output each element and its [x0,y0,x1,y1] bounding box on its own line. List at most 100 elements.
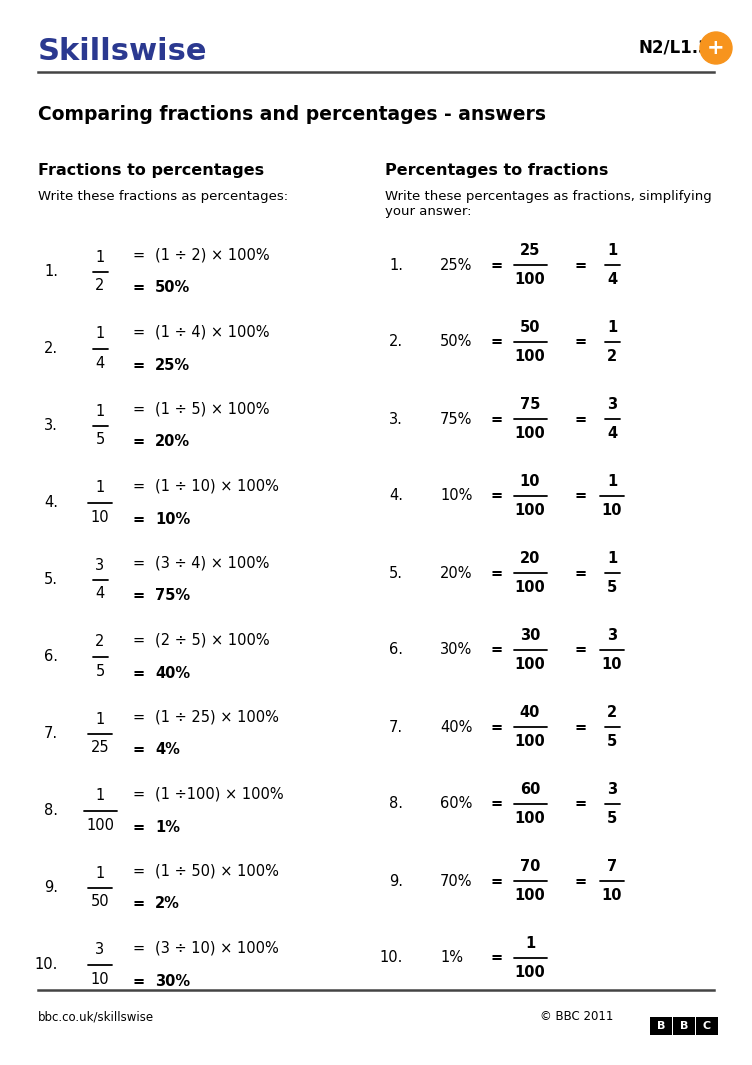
Text: 1: 1 [96,404,105,419]
Text: =: = [132,633,144,648]
Text: 4%: 4% [155,742,180,757]
Text: Write these percentages as fractions, simplifying
your answer:: Write these percentages as fractions, si… [385,190,711,218]
Text: 3: 3 [96,557,105,573]
Text: 10: 10 [602,503,622,518]
Text: 3: 3 [96,943,105,957]
Text: 70%: 70% [440,873,472,888]
Text: 20%: 20% [440,566,472,580]
Text: 50: 50 [520,320,540,335]
Text: Comparing fractions and percentages - answers: Comparing fractions and percentages - an… [38,105,546,124]
Text: 5: 5 [96,432,105,447]
FancyBboxPatch shape [650,1017,672,1035]
Text: C: C [703,1021,711,1031]
Text: 5: 5 [607,812,617,826]
Text: =: = [574,873,586,888]
Text: 10: 10 [520,474,540,489]
Text: 7.: 7. [44,726,58,741]
Text: =: = [132,358,144,373]
Text: 100: 100 [514,812,545,826]
Text: 20: 20 [520,551,540,566]
Text: 100: 100 [514,426,545,441]
Text: =: = [132,819,144,835]
Text: 4: 4 [96,587,105,602]
Text: 5: 5 [607,580,617,595]
Text: =: = [132,556,144,571]
Text: 8.: 8. [44,803,58,818]
Text: =: = [132,478,144,493]
Text: 30%: 30% [155,973,190,988]
Text: =: = [132,897,144,912]
Text: 60%: 60% [440,797,472,812]
Text: =: = [132,589,144,604]
FancyBboxPatch shape [673,1017,695,1035]
Text: 100: 100 [514,503,545,518]
Text: 7: 7 [607,859,617,874]
Text: 3: 3 [607,397,617,412]
Text: 20%: 20% [155,435,190,449]
Text: 1: 1 [96,788,105,803]
Text: 25: 25 [520,243,540,258]
Text: =: = [132,280,144,295]
Text: 30: 30 [520,628,540,643]
Text: =: = [490,873,502,888]
Text: =: = [574,642,586,657]
Text: =: = [574,411,586,426]
Text: N2/L1.3: N2/L1.3 [638,39,710,58]
Text: =: = [132,402,144,416]
Text: (3 ÷ 4) × 100%: (3 ÷ 4) × 100% [155,556,269,571]
Text: B: B [680,1021,688,1031]
Text: =: = [490,489,502,504]
Text: 9.: 9. [389,873,403,888]
Text: 100: 100 [514,580,545,595]
Text: 30%: 30% [440,642,472,657]
Text: 10: 10 [91,971,109,986]
Text: 100: 100 [514,349,545,364]
Text: =: = [574,566,586,580]
Text: Skillswise: Skillswise [38,37,208,66]
Text: =: = [490,334,502,349]
Text: 2.: 2. [44,341,58,356]
Text: =: = [132,325,144,340]
Text: 1.: 1. [389,258,403,273]
Text: 50%: 50% [155,280,190,295]
Text: 9.: 9. [44,880,58,895]
Text: 2: 2 [607,349,617,364]
Text: 1: 1 [525,936,535,951]
Text: =: = [574,258,586,273]
Text: 4.: 4. [389,489,403,504]
Text: +: + [707,38,725,58]
Text: 1: 1 [607,320,617,335]
Text: 1: 1 [96,711,105,726]
Text: 4: 4 [607,272,617,286]
Text: 7.: 7. [389,720,403,735]
Text: 5.: 5. [389,566,403,580]
Text: 25%: 25% [155,358,190,373]
Text: 1: 1 [607,474,617,489]
Text: Write these fractions as percentages:: Write these fractions as percentages: [38,190,288,203]
Text: =: = [490,720,502,735]
Text: =: = [490,642,502,657]
Text: 10.: 10. [35,957,58,972]
Text: 5: 5 [96,663,105,678]
Text: 3.: 3. [389,411,403,426]
Text: =: = [132,247,144,262]
Text: 75: 75 [520,397,540,412]
Text: © BBC 2011: © BBC 2011 [540,1010,614,1023]
Text: 1: 1 [96,480,105,495]
Text: (1 ÷ 5) × 100%: (1 ÷ 5) × 100% [155,402,269,416]
Text: 50: 50 [91,895,109,910]
Text: 40%: 40% [440,720,472,735]
Text: 2%: 2% [155,897,180,912]
Text: 100: 100 [514,888,545,903]
Text: 5.: 5. [44,572,58,587]
Text: 50%: 50% [440,334,472,349]
Text: Fractions to percentages: Fractions to percentages [38,163,264,178]
Circle shape [700,32,732,64]
Text: 100: 100 [514,734,545,749]
Text: Percentages to fractions: Percentages to fractions [385,163,608,178]
FancyBboxPatch shape [696,1017,718,1035]
Text: =: = [490,797,502,812]
Text: 10: 10 [602,888,622,903]
Text: =: = [132,511,144,526]
Text: 1%: 1% [155,819,180,835]
